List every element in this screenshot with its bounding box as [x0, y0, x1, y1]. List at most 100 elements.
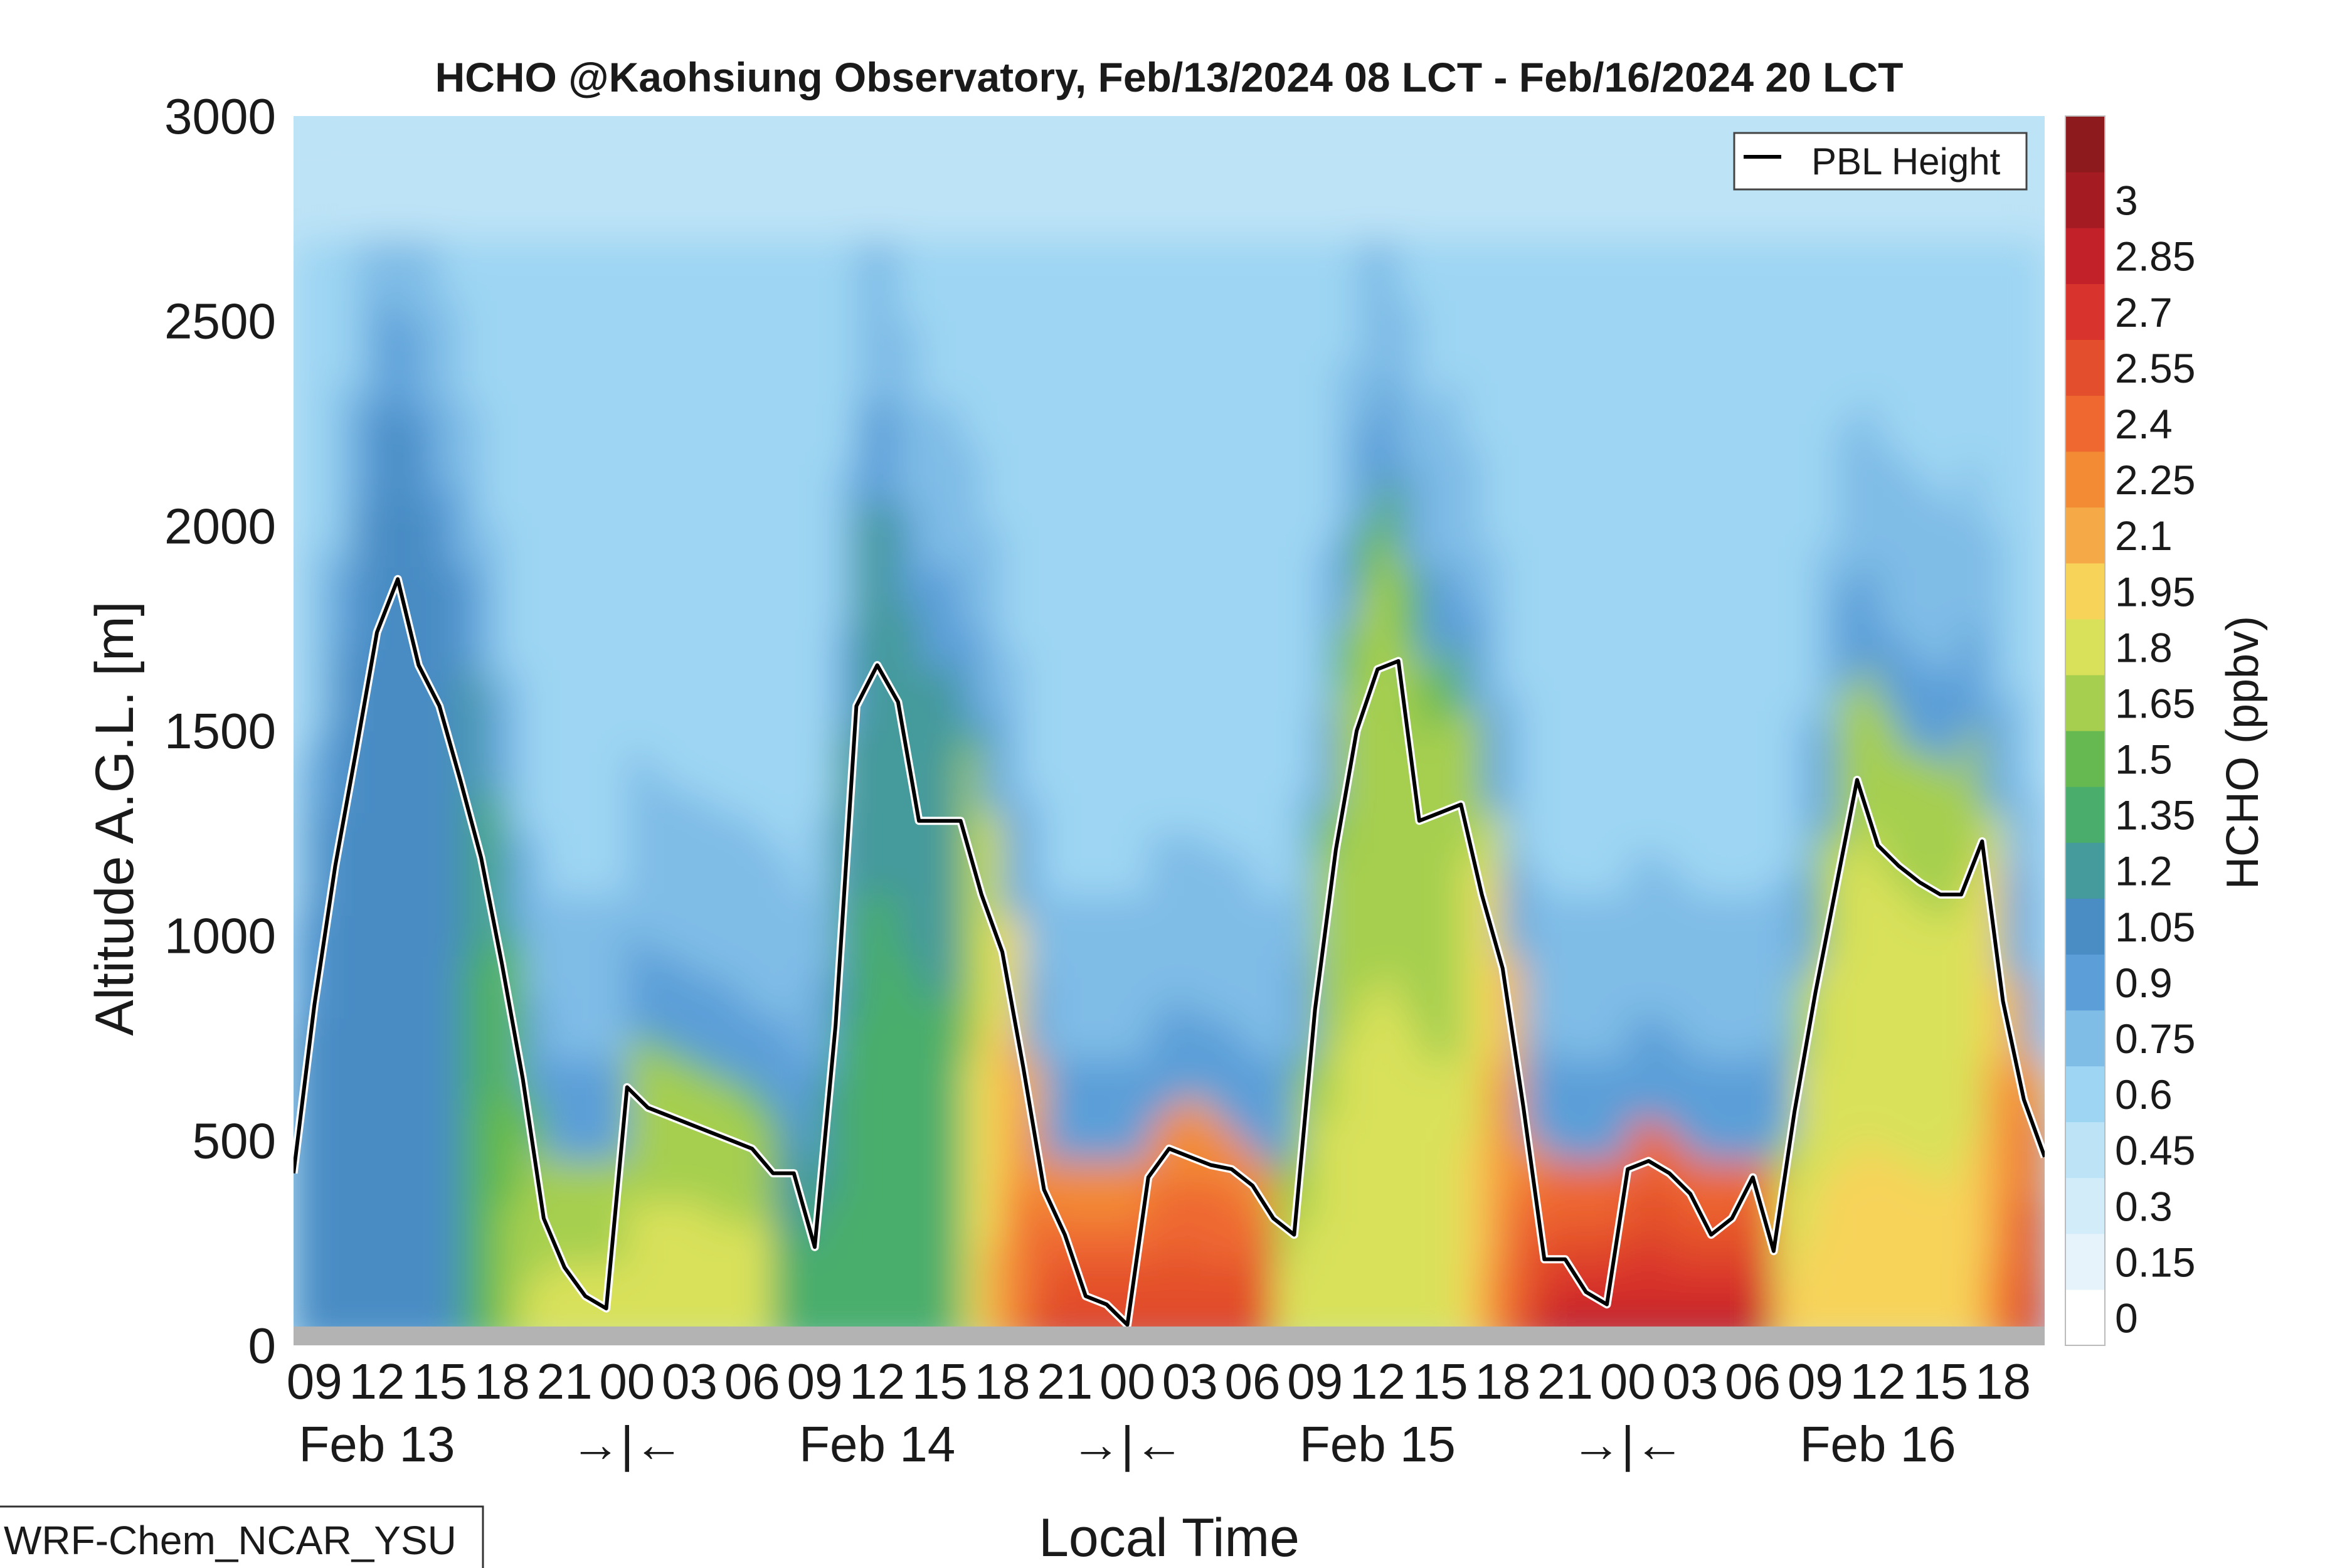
field-cell	[1419, 320, 1441, 342]
field-cell	[606, 362, 628, 383]
field-cell	[439, 792, 461, 813]
field-cell	[1961, 1181, 1983, 1203]
field-cell	[522, 546, 544, 568]
field-cell	[1398, 362, 1420, 383]
field-cell	[1732, 915, 1754, 936]
field-cell	[856, 362, 878, 383]
field-cell	[877, 320, 899, 342]
field-cell	[1940, 649, 1963, 670]
field-cell	[981, 280, 1004, 301]
field-cell	[669, 341, 691, 363]
field-cell	[460, 1284, 482, 1305]
field-cell	[1231, 485, 1253, 506]
field-cell	[1752, 546, 1774, 568]
field-cell	[481, 1263, 503, 1285]
field-cell	[648, 1161, 670, 1182]
field-cell	[1502, 935, 1525, 957]
field-cell	[1628, 689, 1650, 711]
field-cell	[877, 157, 899, 178]
field-cell	[1565, 320, 1587, 342]
field-cell	[1190, 239, 1212, 260]
field-cell	[502, 546, 524, 568]
field-cell	[1315, 362, 1337, 383]
field-cell	[1086, 218, 1108, 240]
field-cell	[481, 1304, 503, 1326]
field-cell	[1961, 1325, 1983, 1327]
field-cell	[314, 1222, 336, 1244]
field-cell	[1044, 259, 1066, 281]
field-cell	[1064, 362, 1087, 383]
field-cell	[1419, 1304, 1441, 1326]
field-cell	[1857, 894, 1879, 916]
field-cell	[1607, 771, 1629, 793]
field-cell	[460, 136, 482, 158]
field-cell	[585, 464, 607, 485]
field-cell	[1210, 1017, 1232, 1039]
field-cell	[1023, 874, 1045, 896]
field-cell	[1502, 1222, 1525, 1244]
field-cell	[1148, 1058, 1170, 1080]
field-cell	[1106, 239, 1128, 260]
field-cell	[627, 956, 649, 977]
field-cell	[1628, 587, 1650, 608]
field-cell	[1794, 566, 1816, 588]
field-cell	[1294, 464, 1316, 485]
field-cell	[1607, 1038, 1629, 1059]
field-cell	[1106, 1263, 1128, 1285]
field-cell	[460, 628, 482, 650]
field-cell	[814, 935, 837, 957]
field-cell	[773, 157, 795, 178]
field-cell	[543, 1079, 566, 1100]
field-cell	[814, 546, 837, 568]
field-cell	[481, 218, 503, 240]
field-cell	[856, 280, 878, 301]
field-cell	[1565, 198, 1587, 220]
field-cell	[2003, 382, 2025, 404]
field-cell	[1523, 464, 1545, 485]
field-cell	[835, 1038, 857, 1059]
field-cell	[1377, 771, 1399, 793]
field-cell	[752, 239, 774, 260]
field-cell	[940, 403, 961, 424]
field-cell	[1086, 259, 1108, 281]
field-cell	[1064, 300, 1087, 322]
field-cell	[877, 136, 899, 158]
field-cell	[1127, 812, 1149, 834]
field-cell	[564, 854, 586, 875]
field-cell	[1419, 1263, 1441, 1285]
field-cell	[627, 997, 649, 1019]
field-cell	[1628, 1242, 1650, 1264]
field-cell	[898, 956, 920, 977]
field-cell	[1857, 1038, 1879, 1059]
field-cell	[1481, 1017, 1503, 1039]
field-cell	[1377, 628, 1399, 650]
field-cell	[1294, 382, 1316, 404]
field-cell	[1106, 894, 1128, 916]
field-cell	[585, 608, 607, 629]
field-cell	[1502, 485, 1525, 506]
field-cell	[627, 608, 649, 629]
field-cell	[1940, 320, 1963, 342]
field-cell	[398, 731, 420, 752]
field-cell	[1690, 751, 1712, 773]
field-cell	[1231, 526, 1253, 547]
field-cell	[1273, 116, 1295, 137]
field-cell	[1544, 341, 1566, 363]
field-cell	[1023, 710, 1045, 731]
field-cell	[1148, 874, 1170, 896]
field-cell	[460, 1325, 482, 1327]
field-cell	[1044, 833, 1066, 854]
field-cell	[606, 587, 628, 608]
field-cell	[627, 1181, 649, 1203]
field-cell	[689, 731, 711, 752]
field-cell	[418, 505, 440, 527]
field-cell	[648, 608, 670, 629]
field-cell	[1064, 956, 1087, 977]
field-cell	[1607, 935, 1629, 957]
field-cell	[1064, 546, 1087, 568]
field-cell	[564, 177, 586, 199]
field-cell	[1544, 259, 1566, 281]
field-cell	[460, 443, 482, 465]
field-cell	[1773, 1058, 1796, 1080]
field-cell	[1294, 239, 1316, 260]
